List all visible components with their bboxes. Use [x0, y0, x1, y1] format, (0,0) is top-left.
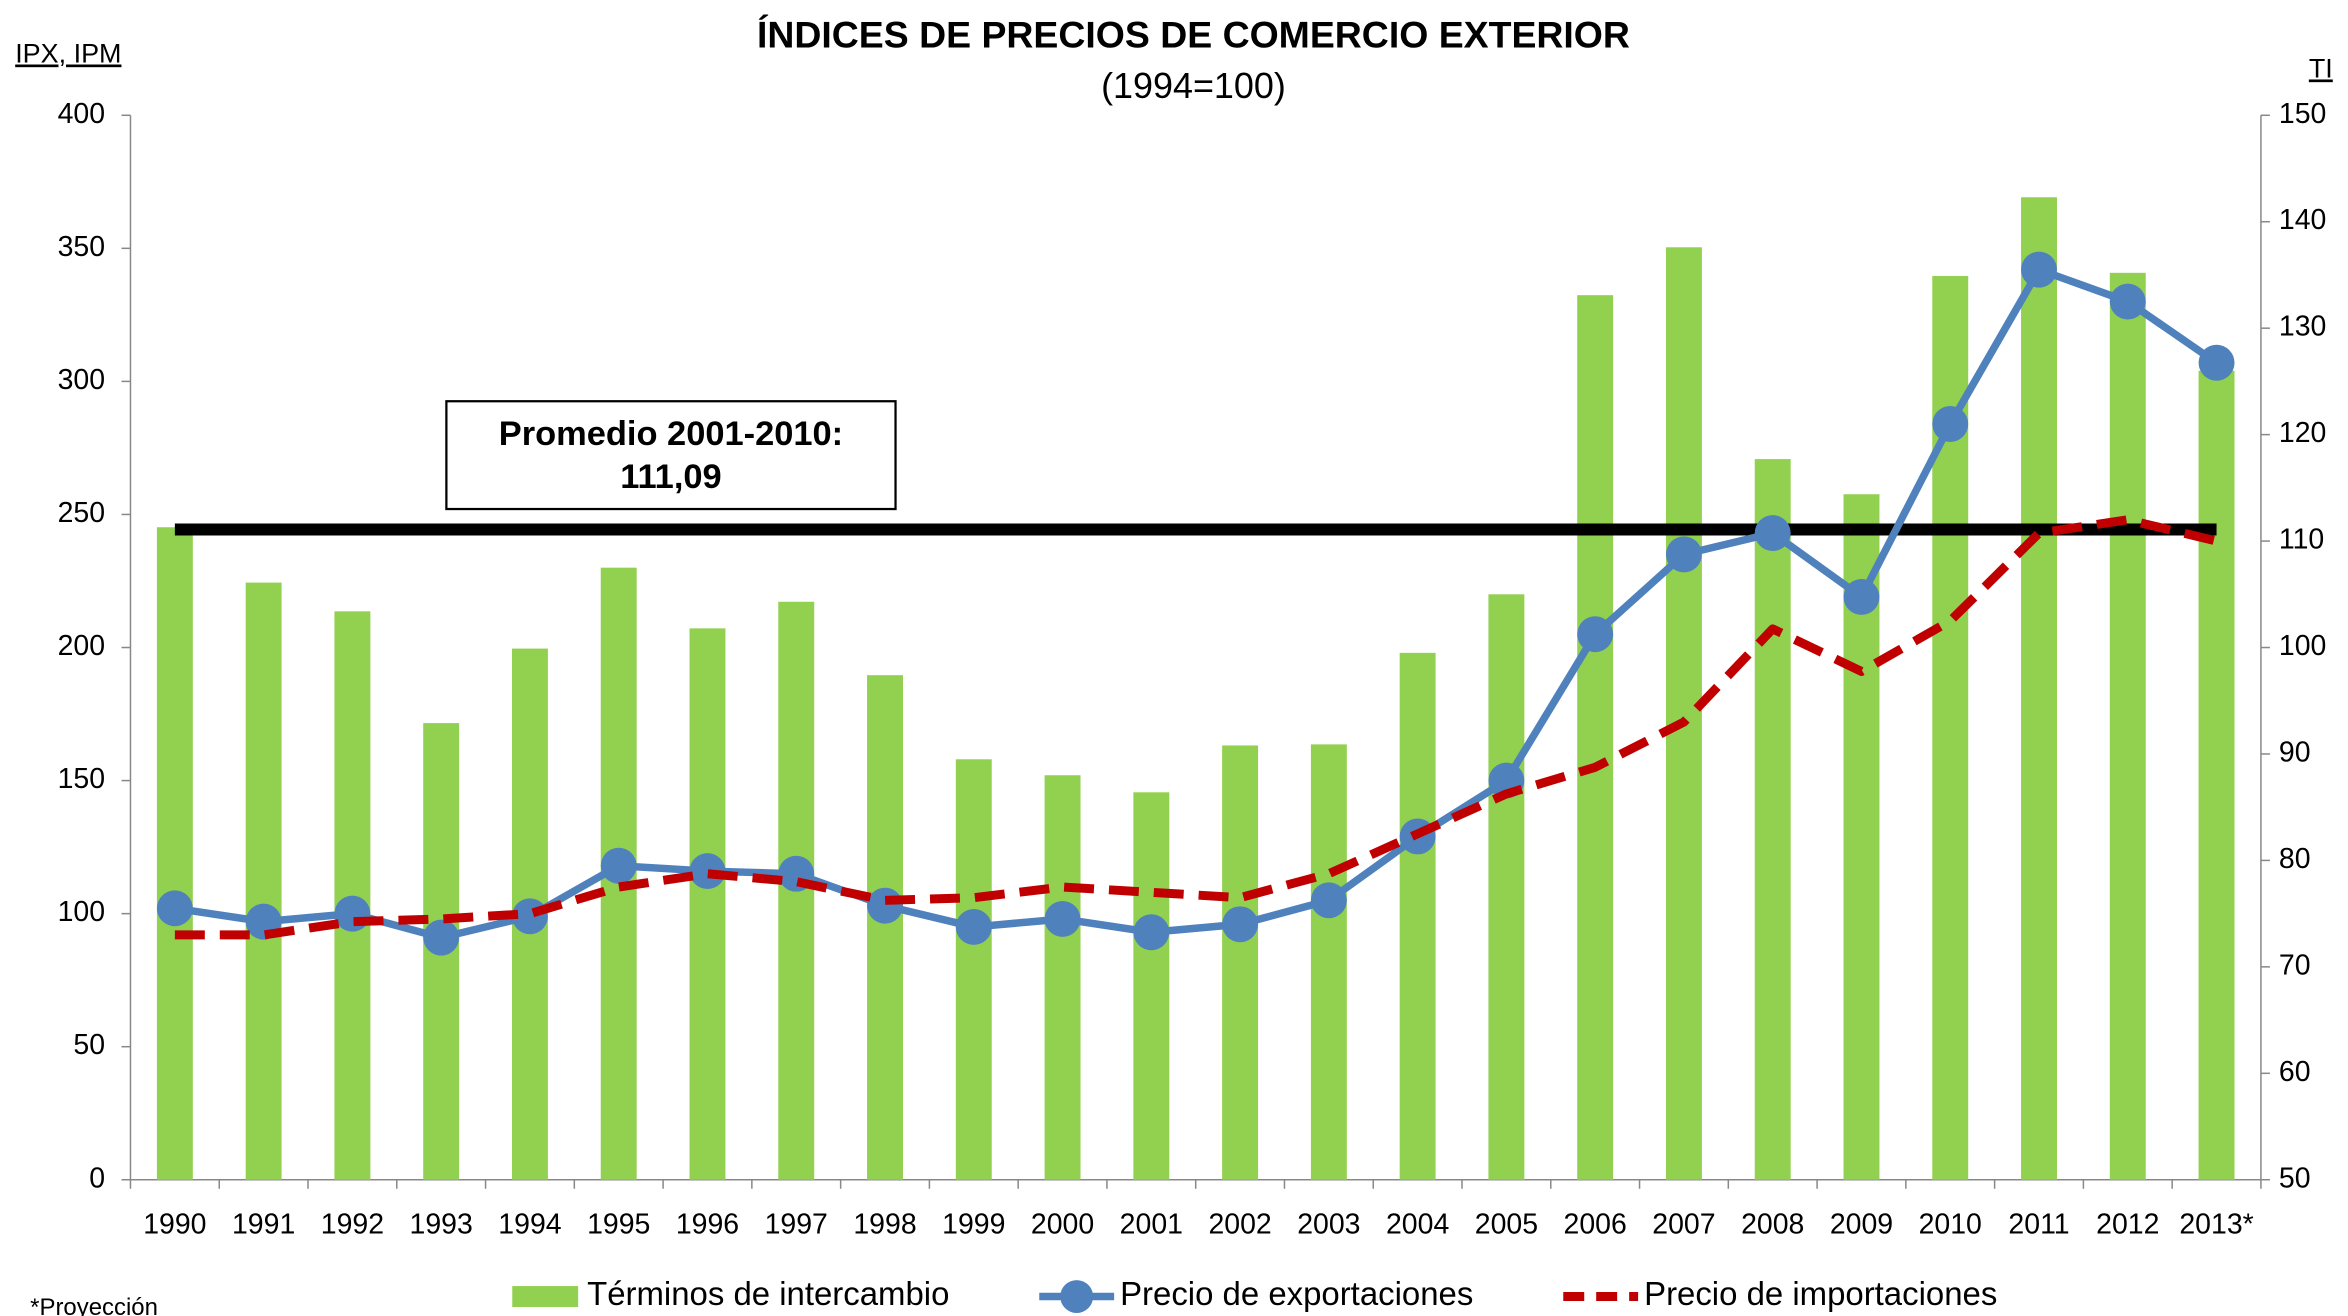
bar: [1665, 247, 1702, 1180]
x-tick-label: 2006: [1564, 1209, 1627, 1241]
y-tick-label: 100: [58, 896, 105, 928]
annotation-text: Promedio 2001-2010:: [499, 415, 843, 453]
x-tick-label: 2003: [1297, 1209, 1360, 1241]
marker: [689, 853, 726, 890]
marker: [1577, 616, 1614, 653]
x-tick-label: 1997: [765, 1209, 828, 1241]
x-tick-label: 1992: [321, 1209, 384, 1241]
x-tick-label: 2009: [1830, 1209, 1893, 1241]
marker: [1754, 515, 1791, 552]
y2-tick-label: 110: [2279, 524, 2324, 556]
bar: [1044, 775, 1081, 1180]
x-tick-label: 2002: [1208, 1209, 1271, 1241]
footnote: *Proyección: [30, 1294, 158, 1316]
x-tick-label: 2011: [2008, 1209, 2069, 1241]
x-tick-label: 2005: [1475, 1209, 1538, 1241]
marker: [955, 908, 992, 945]
bar: [1577, 295, 1614, 1180]
y2-tick-label: 130: [2279, 311, 2326, 343]
y2-tick-label: 150: [2279, 98, 2326, 130]
y-tick-label: 250: [58, 497, 105, 529]
marker: [156, 890, 193, 927]
marker: [334, 895, 371, 932]
bar: [955, 759, 992, 1180]
y-tick-label: 200: [58, 630, 105, 662]
x-tick-label: 2008: [1741, 1209, 1804, 1241]
marker: [867, 887, 903, 924]
y2-tick-label: 140: [2279, 204, 2326, 236]
annotation-value: 111,09: [620, 458, 721, 496]
bar: [2109, 272, 2146, 1180]
legend-label: Precio de importaciones: [1644, 1275, 1997, 1312]
legend-label: Precio de exportaciones: [1120, 1275, 1473, 1312]
bar: [245, 582, 282, 1180]
marker: [1310, 882, 1347, 919]
x-tick-label: 2007: [1652, 1209, 1715, 1241]
x-tick-label: 1995: [587, 1209, 650, 1241]
x-tick-label: 2001: [1120, 1209, 1183, 1241]
x-tick-label: 1990: [143, 1209, 206, 1241]
y2-tick-label: 50: [2279, 1162, 2311, 1194]
y-tick-label: 350: [58, 231, 105, 263]
x-tick-label: 2000: [1031, 1209, 1094, 1241]
x-tick-label: 2012: [2096, 1209, 2159, 1241]
x-tick-label: 1993: [410, 1209, 473, 1241]
annotation-box: [445, 400, 897, 511]
marker: [1044, 900, 1081, 937]
y-tick-label: 400: [58, 98, 105, 130]
x-tick-label: 1996: [676, 1209, 739, 1241]
chart-subtitle: (1994=100): [1101, 65, 1286, 106]
bar: [1754, 459, 1791, 1180]
x-tick-label: 2010: [1919, 1209, 1982, 1241]
marker: [600, 847, 637, 884]
y2-axis-label: TI: [2309, 53, 2333, 83]
chart-title: ÍNDICES DE PRECIOS DE COMERCIO EXTERIOR: [757, 13, 1630, 55]
y2-tick-label: 120: [2279, 417, 2326, 449]
y-tick-label: 300: [58, 364, 105, 396]
y2-tick-label: 90: [2279, 736, 2311, 768]
line: [174, 265, 2219, 942]
bar: [1133, 792, 1170, 1180]
marker: [1222, 906, 1259, 943]
marker: [1665, 536, 1702, 573]
bar: [2021, 197, 2057, 1180]
y2-tick-label: 100: [2279, 630, 2326, 662]
x-tick-label: 2013*: [2179, 1209, 2253, 1241]
y-tick-label: 50: [73, 1029, 105, 1061]
marker: [1843, 578, 1880, 615]
y2-tick-label: 70: [2279, 949, 2311, 981]
bar: [1222, 745, 1259, 1180]
line: [174, 515, 2218, 940]
x-tick-label: 1998: [853, 1209, 916, 1241]
bar: [1399, 652, 1436, 1180]
y-axis-label: IPX, IPM: [15, 39, 121, 69]
marker: [1133, 914, 1170, 951]
bar: [156, 527, 193, 1180]
marker: [2021, 251, 2057, 288]
bar: [1310, 744, 1347, 1180]
marker: [1932, 406, 1969, 442]
bar: [2198, 370, 2235, 1180]
y-tick-label: 0: [89, 1162, 105, 1194]
y2-tick-label: 60: [2279, 1056, 2311, 1088]
x-tick-label: 2004: [1386, 1209, 1449, 1241]
y-tick-label: 150: [58, 763, 105, 795]
y2-tick-label: 80: [2279, 843, 2311, 875]
bar: [334, 611, 371, 1180]
x-tick-label: 1991: [232, 1209, 295, 1241]
marker: [423, 919, 460, 956]
x-tick-label: 1994: [498, 1209, 561, 1241]
marker: [2109, 283, 2146, 320]
legend-swatch: [512, 1286, 579, 1308]
legend-label: Términos de intercambio: [587, 1275, 949, 1312]
x-tick-label: 1999: [942, 1209, 1005, 1241]
bar: [1488, 594, 1525, 1180]
marker: [2198, 344, 2235, 381]
bar: [689, 628, 726, 1180]
bar: [867, 675, 903, 1180]
legend-marker: [1060, 1280, 1094, 1314]
